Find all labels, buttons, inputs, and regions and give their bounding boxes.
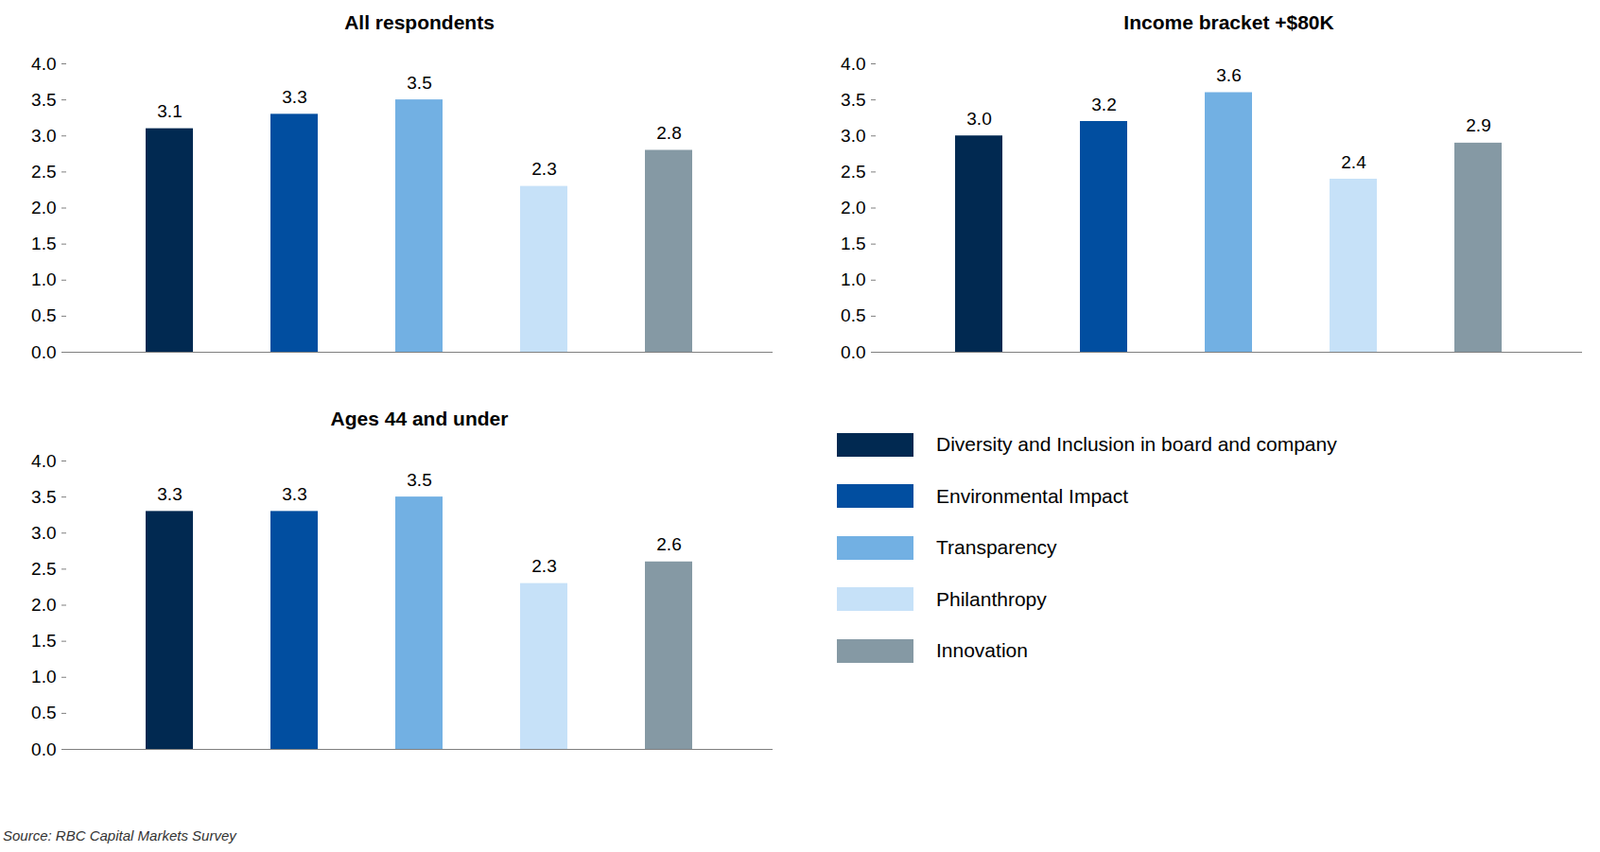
html-text:Income bracket +$80K: Income bracket +$80K bbox=[1123, 11, 1334, 34]
svg-text:2.6: 2.6 bbox=[656, 534, 681, 555]
svg-text:3.5: 3.5 bbox=[406, 469, 432, 490]
svg-text:2.5: 2.5 bbox=[31, 161, 56, 182]
svg-text:0.0: 0.0 bbox=[840, 342, 866, 363]
svg-text:2.0: 2.0 bbox=[31, 594, 56, 615]
svg-text:4.0: 4.0 bbox=[31, 53, 56, 74]
svg-text:1.5: 1.5 bbox=[840, 233, 866, 254]
html-text:Environmental Impact: Environmental Impact bbox=[936, 484, 1129, 507]
svg-text:4.0: 4.0 bbox=[31, 451, 56, 471]
svg-text:3.0: 3.0 bbox=[31, 522, 56, 543]
svg-text:0.5: 0.5 bbox=[840, 305, 866, 326]
svg-text:3.3: 3.3 bbox=[281, 86, 307, 107]
svg-text:0.5: 0.5 bbox=[31, 702, 56, 723]
svg-text:3.0: 3.0 bbox=[840, 125, 866, 146]
svg-text:3.5: 3.5 bbox=[406, 72, 432, 93]
svg-text:2.4: 2.4 bbox=[1340, 152, 1367, 173]
svg-text:2.8: 2.8 bbox=[656, 122, 681, 143]
svg-text:1.0: 1.0 bbox=[31, 666, 56, 687]
html-text:All respondents: All respondents bbox=[344, 11, 495, 34]
svg-text:2.3: 2.3 bbox=[531, 158, 557, 179]
svg-text:3.3: 3.3 bbox=[156, 484, 182, 505]
svg-text:3.2: 3.2 bbox=[1091, 94, 1116, 115]
svg-text:3.0: 3.0 bbox=[31, 125, 56, 146]
svg-text:2.3: 2.3 bbox=[531, 556, 557, 576]
svg-text:1.5: 1.5 bbox=[31, 630, 56, 651]
html-text:Source: RBC Capital Markets Su: Source: RBC Capital Markets Survey bbox=[2, 827, 237, 844]
svg-text:3.5: 3.5 bbox=[31, 89, 56, 110]
svg-text:0.0: 0.0 bbox=[31, 739, 56, 760]
svg-text:2.9: 2.9 bbox=[1465, 115, 1491, 136]
svg-text:3.1: 3.1 bbox=[156, 101, 182, 122]
svg-text:3.5: 3.5 bbox=[31, 486, 56, 507]
svg-text:1.0: 1.0 bbox=[31, 269, 56, 290]
html-text:Transparency: Transparency bbox=[936, 536, 1057, 559]
svg-text:3.3: 3.3 bbox=[281, 484, 307, 505]
svg-text:0.0: 0.0 bbox=[31, 342, 56, 363]
html-text:Innovation: Innovation bbox=[936, 639, 1028, 662]
html-text:Philanthropy: Philanthropy bbox=[936, 587, 1047, 610]
html-text:Diversity and Inclusion in boa: Diversity and Inclusion in board and com… bbox=[936, 433, 1337, 456]
svg-text:2.0: 2.0 bbox=[840, 197, 866, 218]
html-text:Ages 44 and under: Ages 44 and under bbox=[330, 407, 509, 430]
svg-text:2.5: 2.5 bbox=[840, 161, 866, 182]
svg-text:3.5: 3.5 bbox=[840, 89, 866, 110]
svg-text:2.5: 2.5 bbox=[31, 558, 56, 579]
svg-text:4.0: 4.0 bbox=[840, 53, 866, 74]
svg-text:0.5: 0.5 bbox=[31, 305, 56, 326]
svg-text:3.0: 3.0 bbox=[966, 108, 992, 129]
svg-text:1.0: 1.0 bbox=[840, 269, 866, 290]
svg-text:1.5: 1.5 bbox=[31, 233, 56, 254]
svg-text:2.0: 2.0 bbox=[31, 197, 56, 218]
svg-text:3.6: 3.6 bbox=[1216, 65, 1241, 86]
